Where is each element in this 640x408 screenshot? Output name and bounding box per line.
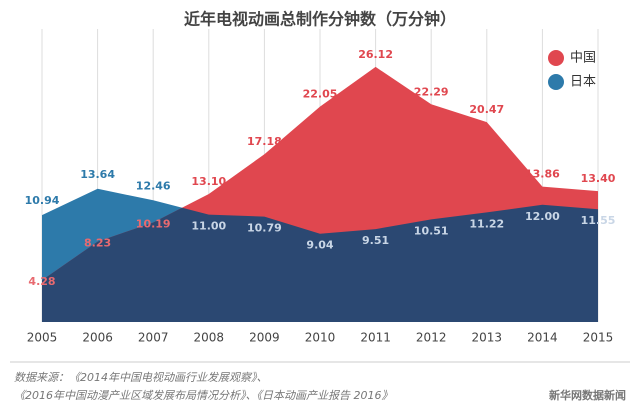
value-label: 13.40 xyxy=(581,172,616,185)
x-tick-label: 2006 xyxy=(82,331,113,345)
source: 《2016年中国动漫产业区域发展布局情况分析》、《日本动画产业报告 2016》 xyxy=(14,389,392,402)
value-label: 13.86 xyxy=(525,168,560,181)
value-label: 11.00 xyxy=(191,220,226,233)
value-label: 22.29 xyxy=(414,85,449,98)
value-label: 9.51 xyxy=(362,234,389,247)
value-label: 17.18 xyxy=(247,135,282,148)
value-label: 10.79 xyxy=(247,222,282,235)
value-label: 13.10 xyxy=(191,175,226,188)
legend-label: 中国 xyxy=(570,51,596,66)
value-label: 22.05 xyxy=(303,88,338,101)
value-label: 20.47 xyxy=(469,103,504,116)
x-tick-label: 2008 xyxy=(194,331,225,345)
value-label: 11.55 xyxy=(581,214,616,227)
x-tick-label: 2013 xyxy=(472,331,503,345)
x-tick-label: 2011 xyxy=(360,331,391,345)
legend-label: 日本 xyxy=(570,75,596,90)
x-tick-label: 2012 xyxy=(416,331,447,345)
value-label: 10.51 xyxy=(414,224,449,237)
chart-title: 近年电视动画总制作分钟数（万分钟） xyxy=(184,10,456,29)
credit: 新华网数据新闻 xyxy=(549,388,626,402)
x-tick-label: 2014 xyxy=(527,331,558,345)
value-label: 10.94 xyxy=(25,194,60,207)
x-tick-label: 2007 xyxy=(138,331,169,345)
value-label: 12.46 xyxy=(136,179,171,192)
value-label: 26.12 xyxy=(358,48,393,61)
x-tick-label: 2005 xyxy=(27,331,58,345)
x-tick-label: 2009 xyxy=(249,331,280,345)
area-overlap xyxy=(42,188,598,322)
value-label: 12.00 xyxy=(525,210,560,223)
source: 数据来源：《2014年中国电视动画行业发展观察》、 xyxy=(14,371,268,384)
value-label: 9.04 xyxy=(306,239,333,252)
value-label: 10.19 xyxy=(136,217,171,230)
value-label: 4.28 xyxy=(28,275,55,288)
x-tick-label: 2015 xyxy=(583,331,614,345)
x-tick-label: 2010 xyxy=(305,331,336,345)
value-label: 11.22 xyxy=(469,217,504,230)
legend-swatch xyxy=(548,74,564,90)
legend-swatch xyxy=(548,50,564,66)
value-label: 13.64 xyxy=(80,168,115,181)
value-label: 8.23 xyxy=(84,237,111,250)
